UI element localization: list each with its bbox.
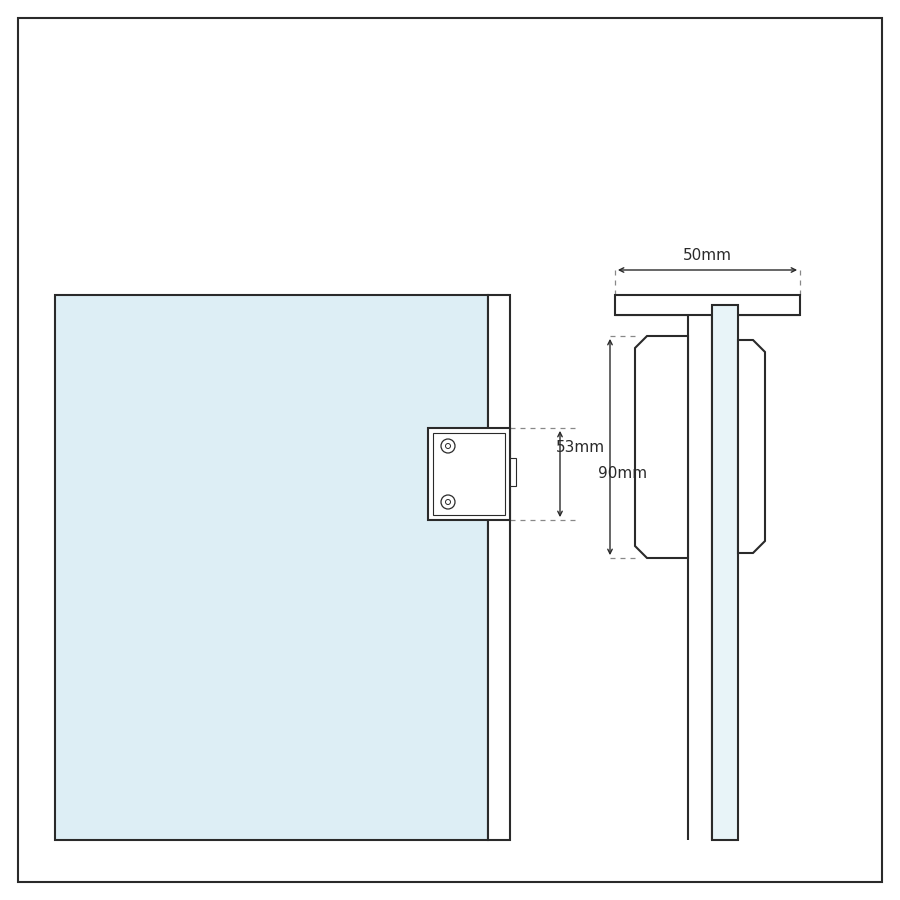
Bar [615,295,800,315]
Polygon shape [738,340,765,553]
Bar [712,305,738,840]
Bar [488,295,510,840]
Text: 50mm: 50mm [683,248,732,263]
Text: 53mm: 53mm [555,439,605,454]
Bar [433,433,505,515]
Bar [55,295,488,840]
Bar [510,458,516,486]
Text: 90mm: 90mm [598,466,647,482]
Circle shape [441,495,455,509]
Bar [428,428,510,520]
Circle shape [441,439,455,453]
Polygon shape [635,336,688,558]
